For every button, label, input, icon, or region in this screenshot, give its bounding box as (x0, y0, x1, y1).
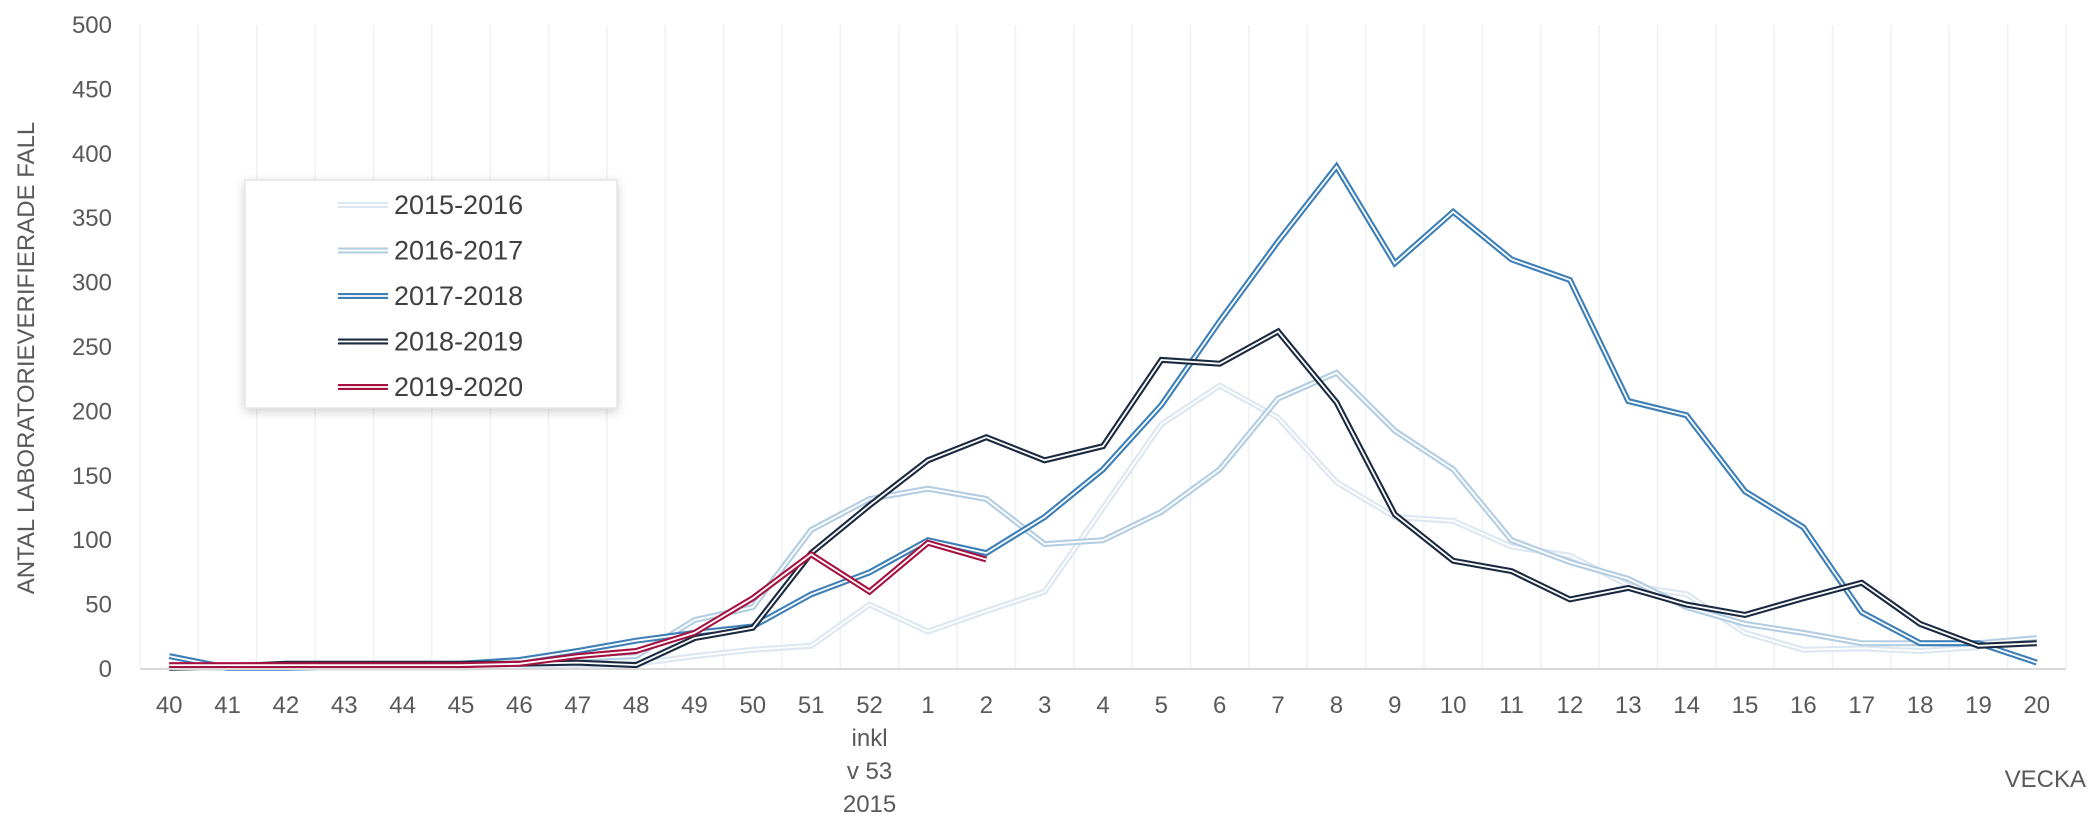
x-axis-title: VECKA (2005, 766, 2086, 793)
x-tick-label: 14 (1673, 692, 1700, 719)
x-tick-label: 8 (1330, 692, 1343, 719)
grid-lines (139, 25, 2067, 669)
y-axis-title: ANTAL LABORATORIEVERIFIERADE FALL (13, 122, 40, 595)
x-tick-label: 16 (1790, 692, 1817, 719)
x-tick-label: 51 (798, 692, 825, 719)
y-tick-label: 250 (72, 334, 112, 361)
x-tick-label: 12 (1557, 692, 1584, 719)
x-tick-label: 42 (273, 692, 300, 719)
series-line-2019-2020-inner (169, 541, 987, 666)
x-tick-label: 3 (1038, 692, 1051, 719)
x-tick-label: 9 (1388, 692, 1401, 719)
legend-label-2017-2018: 2017-2018 (394, 281, 523, 311)
y-tick-label: 450 (72, 76, 112, 103)
y-tick-label: 300 (72, 270, 112, 297)
x-tick-sublabel: 2015 (843, 791, 896, 818)
x-tick-label: 43 (331, 692, 358, 719)
y-tick-label: 0 (99, 656, 112, 683)
x-tick-label: 7 (1271, 692, 1284, 719)
y-tick-label: 200 (72, 398, 112, 425)
x-tick-label: 49 (681, 692, 708, 719)
x-tick-label: 2 (980, 692, 993, 719)
x-tick-label: 44 (389, 692, 416, 719)
x-tick-label: 17 (1848, 692, 1875, 719)
x-tick-label: 11 (1499, 692, 1524, 719)
legend-label-2018-2019: 2018-2019 (394, 327, 523, 357)
x-tick-label: 50 (739, 692, 766, 719)
y-tick-label: 150 (72, 463, 112, 490)
legend-label-2019-2020: 2019-2020 (394, 372, 523, 402)
y-tick-label: 50 (85, 592, 112, 619)
x-tick-label: 46 (506, 692, 533, 719)
x-tick-label: 18 (1907, 692, 1934, 719)
x-tick-label: 1 (921, 692, 934, 719)
x-tick-sublabel: v 53 (847, 758, 892, 785)
y-tick-label: 100 (72, 527, 112, 554)
x-tick-label: 19 (1965, 692, 1992, 719)
x-tick-label: 41 (214, 692, 241, 719)
legend-box (244, 179, 618, 409)
x-tick-label: 47 (564, 692, 591, 719)
x-tick-label: 45 (448, 692, 475, 719)
x-tick-label: 20 (2023, 692, 2050, 719)
x-tick-label: 52 (856, 692, 883, 719)
x-tick-label: 4 (1096, 692, 1109, 719)
x-tick-label: 10 (1440, 692, 1467, 719)
legend-label-2015-2016: 2015-2016 (394, 190, 523, 220)
y-tick-label: 500 (72, 12, 112, 39)
legend: 2015-2016 2016-2017 2017-2018 2018-2019 2019… (244, 179, 618, 409)
x-tick-label: 13 (1615, 692, 1642, 719)
x-tick-label: 6 (1213, 692, 1226, 719)
x-tick-label: 40 (156, 692, 183, 719)
series-line-2019-2020-outer (169, 539, 988, 669)
x-tick-label: 48 (623, 692, 650, 719)
series-lines (168, 161, 2038, 671)
x-tick-label: 15 (1732, 692, 1759, 719)
y-tick-label: 350 (72, 205, 112, 232)
x-tick-label: 5 (1155, 692, 1168, 719)
legend-label-2016-2017: 2016-2017 (394, 236, 523, 266)
y-axis-ticks: 0 50 100 150 200 250 300 350 400 450 500 (72, 12, 112, 683)
x-tick-sublabel: inkl (852, 725, 888, 752)
series-line-2016-2017-outer (169, 369, 2038, 671)
y-tick-label: 400 (72, 141, 112, 168)
